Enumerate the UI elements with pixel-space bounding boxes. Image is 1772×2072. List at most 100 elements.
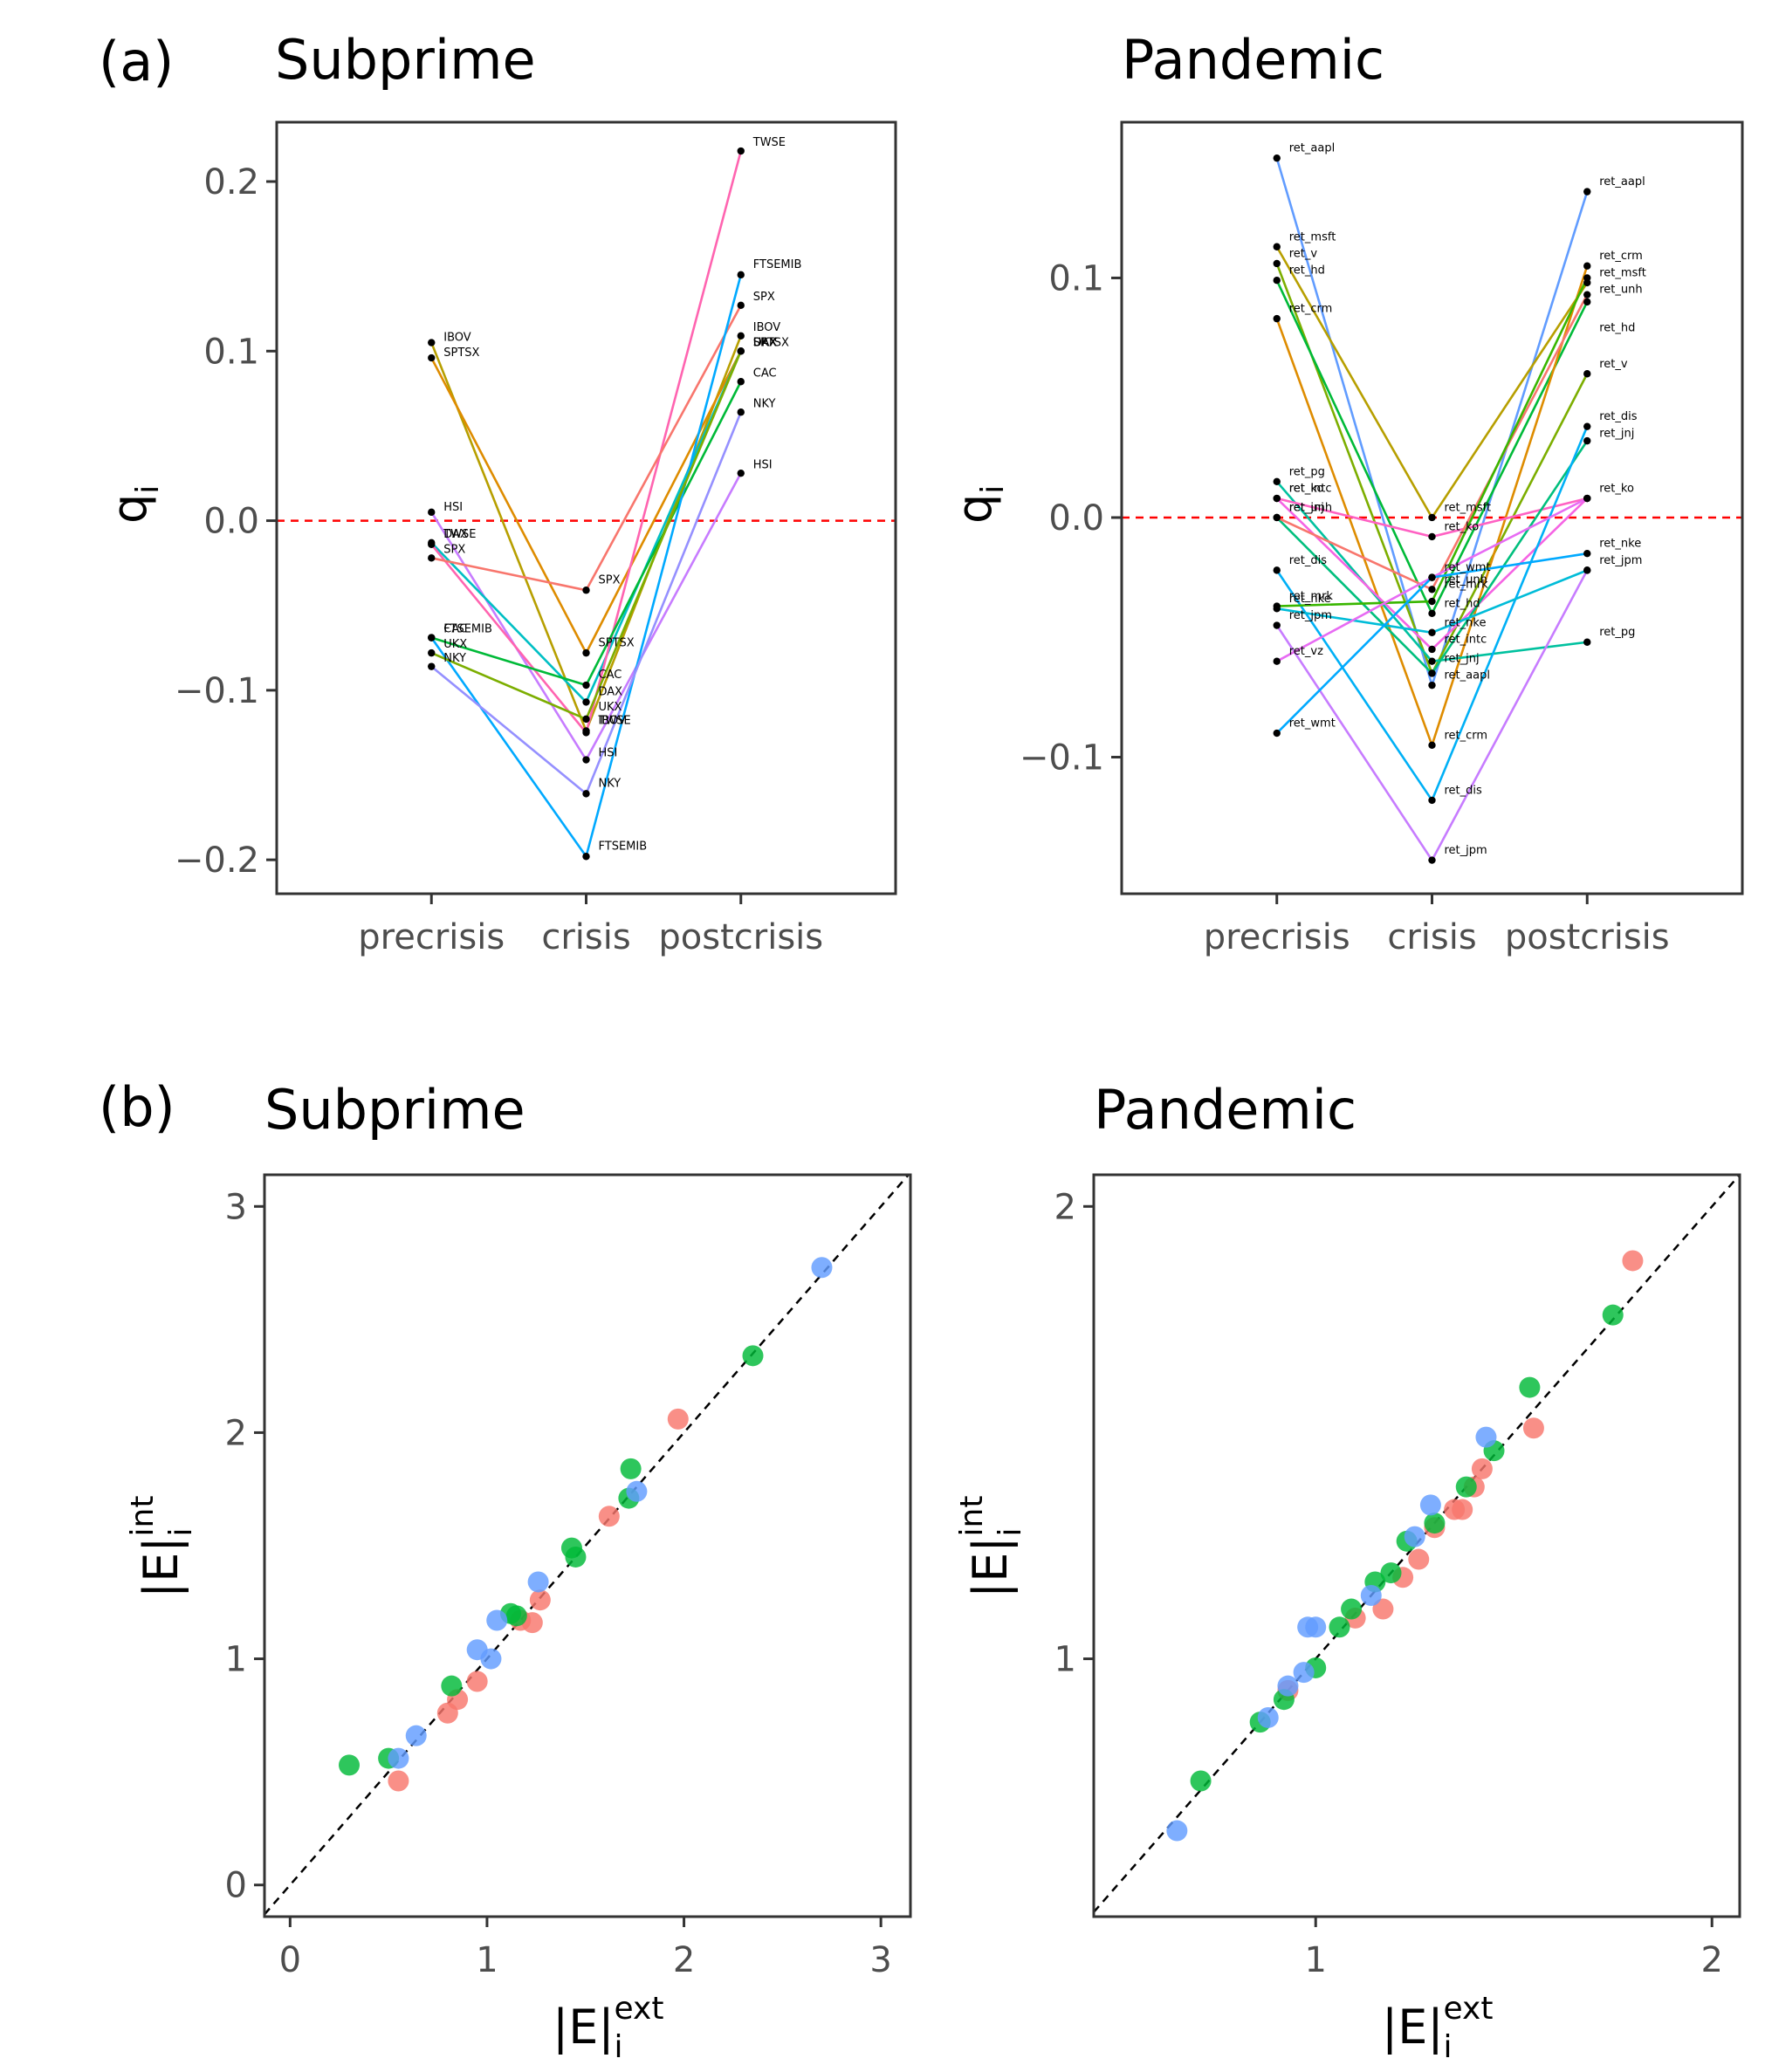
subprime-q-point-UKX: [428, 648, 436, 657]
subprime-q-point-IBOV: [737, 332, 745, 340]
subprime-q-point-label: SPTSX: [599, 636, 635, 649]
pandemic-q-ytick-label: 0.0: [1048, 498, 1104, 539]
xlabel-subscript: i: [615, 2029, 623, 2065]
subprime-q-point-label: NKY: [599, 778, 622, 791]
subprime-q-point-label: CAC: [443, 623, 467, 636]
pandemic-q-point-ret-pg: [1428, 657, 1436, 665]
subprime-e-point-red: [521, 1612, 543, 1634]
subprime-q-point-label: NKY: [753, 397, 776, 410]
pandemic-q-point-label: ret_hd: [1599, 322, 1635, 335]
pandemic-q-point-label: ret_pg: [1599, 626, 1635, 639]
subprime-e-ytick-label: 3: [225, 1187, 247, 1227]
subprime-e-title: Subprime: [264, 1078, 525, 1142]
pandemic-q-point-ret-crm: [1583, 262, 1591, 270]
pandemic-e-point-blue: [1293, 1662, 1315, 1684]
subprime-e-point-blue: [388, 1747, 409, 1769]
subprime-e-xtick-label: 1: [476, 1940, 498, 1980]
ylabel-subscript: i: [163, 1527, 199, 1536]
pandemic-q-point-ret-hd: [1273, 276, 1281, 285]
pandemic-q-point-ret-unh: [1428, 586, 1436, 593]
subprime-e-xtick-label: 2: [673, 1940, 695, 1980]
subprime-e-diagonal: [264, 1174, 910, 1916]
subprime-e-point-green: [441, 1675, 463, 1697]
subprime-q-point-label: IBOV: [443, 332, 471, 345]
subprime-q-point-label: SPX: [753, 291, 775, 304]
subprime-q-panel-border: [275, 120, 897, 895]
pandemic-e-point-red: [1372, 1598, 1394, 1620]
pandemic-e-point-blue: [1404, 1526, 1425, 1547]
pandemic-q-point-label: ret_mrk: [1445, 578, 1489, 591]
pandemic-e-title: Pandemic: [1094, 1078, 1356, 1142]
pandemic-q-point-label: ret_intc: [1445, 633, 1487, 646]
pandemic-e-point-green: [1341, 1598, 1363, 1620]
subprime-q-point-TWSE: [428, 540, 436, 548]
subprime-e-point-red: [529, 1589, 551, 1611]
pandemic-q-point-ret-pg: [1273, 477, 1281, 486]
ylabel-subscript: i: [992, 1527, 1028, 1536]
subprime-q-point-label: SPTSX: [753, 336, 789, 349]
subprime-q-point-FTSEMIB: [582, 853, 590, 861]
pandemic-e-point-green: [1519, 1376, 1541, 1398]
pandemic-q-plot: Pandemic −0.1 0.0 0.1 precrisis crisis postcri…: [947, 28, 1744, 957]
subprime-q-xtick-label: postcrisis: [658, 917, 823, 957]
subprime-q-ytick-label: 0.0: [203, 502, 259, 542]
subprime-q-point-label: IBOV: [599, 715, 627, 728]
subprime-q-point-CAC: [737, 378, 745, 386]
subprime-e-point-green: [620, 1458, 642, 1479]
subprime-q-ylabel: qi: [102, 485, 166, 524]
pandemic-e-ylabel: |E|iint: [954, 1496, 1028, 1598]
pandemic-e-point-green: [1424, 1513, 1446, 1534]
subprime-q-point-label: UKX: [443, 638, 467, 651]
subprime-q-point-SPX: [428, 554, 436, 562]
xlabel-main: |E|: [1382, 2000, 1444, 2055]
subprime-q-point-label: FTSEMIB: [443, 623, 492, 636]
subprime-q-point-HSI: [582, 756, 590, 764]
pandemic-q-point-label: ret_aapl: [1289, 142, 1335, 155]
pandemic-q-point-label: ret_jpm: [1599, 554, 1642, 567]
subprime-e-xlabel: |E|iext: [553, 1991, 663, 2065]
pandemic-q-ytick-label: 0.1: [1048, 258, 1104, 298]
subprime-e-point-blue: [527, 1571, 549, 1593]
subprime-q-ytick-label: −0.1: [175, 671, 259, 711]
subprime-q-point-label: TWSE: [443, 528, 476, 541]
subprime-q-xtick-label: crisis: [541, 917, 630, 957]
panel-b-label: (b): [99, 1075, 175, 1139]
pandemic-e-point-blue: [1277, 1675, 1299, 1697]
pandemic-q-point-ret-pg: [1583, 638, 1591, 646]
pandemic-e-point-red: [1408, 1548, 1430, 1570]
subprime-q-point-label: UKX: [599, 701, 622, 714]
subprime-e-point-green: [339, 1754, 361, 1776]
pandemic-q-xtick-label: precrisis: [1204, 917, 1350, 957]
pandemic-e-point-red: [1471, 1458, 1493, 1479]
plots-layer: Subprime −0.2 −0.1 0.0 0.1 0.2 precrisis crisis…: [102, 28, 1744, 2065]
pandemic-q-point-ret-vz: [1583, 494, 1591, 503]
pandemic-q-point-ret-intc: [1428, 645, 1436, 654]
pandemic-q-point-ret-wmt: [1583, 549, 1591, 558]
subprime-q-point-label: DAX: [753, 336, 778, 349]
ylabel-superscript: int: [954, 1496, 990, 1537]
pandemic-e-point-red: [1452, 1499, 1473, 1520]
pandemic-q-point-ret-aapl: [1273, 154, 1281, 162]
pandemic-q-point-ret-wmt: [1273, 729, 1281, 738]
pandemic-q-point-ret-msft: [1428, 513, 1436, 522]
subprime-q-point-SPX: [582, 587, 590, 594]
subprime-e-xtick-label: 3: [869, 1940, 891, 1980]
pandemic-q-point-label: ret_unh: [1289, 501, 1332, 514]
pandemic-q-point-label: ret_nke: [1445, 616, 1487, 629]
pandemic-q-point-label: ret_v: [1289, 247, 1318, 260]
pandemic-q-point-ret-jnj: [1583, 436, 1591, 445]
subprime-q-point-label: DAX: [443, 528, 468, 541]
pandemic-q-point-label: ret_nke: [1289, 593, 1331, 606]
pandemic-q-point-label: ret_dis: [1599, 410, 1638, 423]
pandemic-q-point-label: ret_wmt: [1445, 561, 1491, 574]
subprime-q-point-HSI: [428, 508, 436, 517]
subprime-q-point-label: SPX: [599, 573, 621, 587]
pandemic-q-point-ret-nke: [1428, 628, 1436, 636]
subprime-e-point-green: [742, 1345, 764, 1367]
subprime-e-ytick-label: 2: [225, 1413, 247, 1453]
subprime-q-point-label: NKY: [443, 652, 466, 665]
pandemic-e-point-green: [1455, 1476, 1477, 1498]
subprime-q-point-label: CAC: [599, 669, 622, 682]
pandemic-q-point-label: ret_jnj: [1289, 501, 1324, 514]
